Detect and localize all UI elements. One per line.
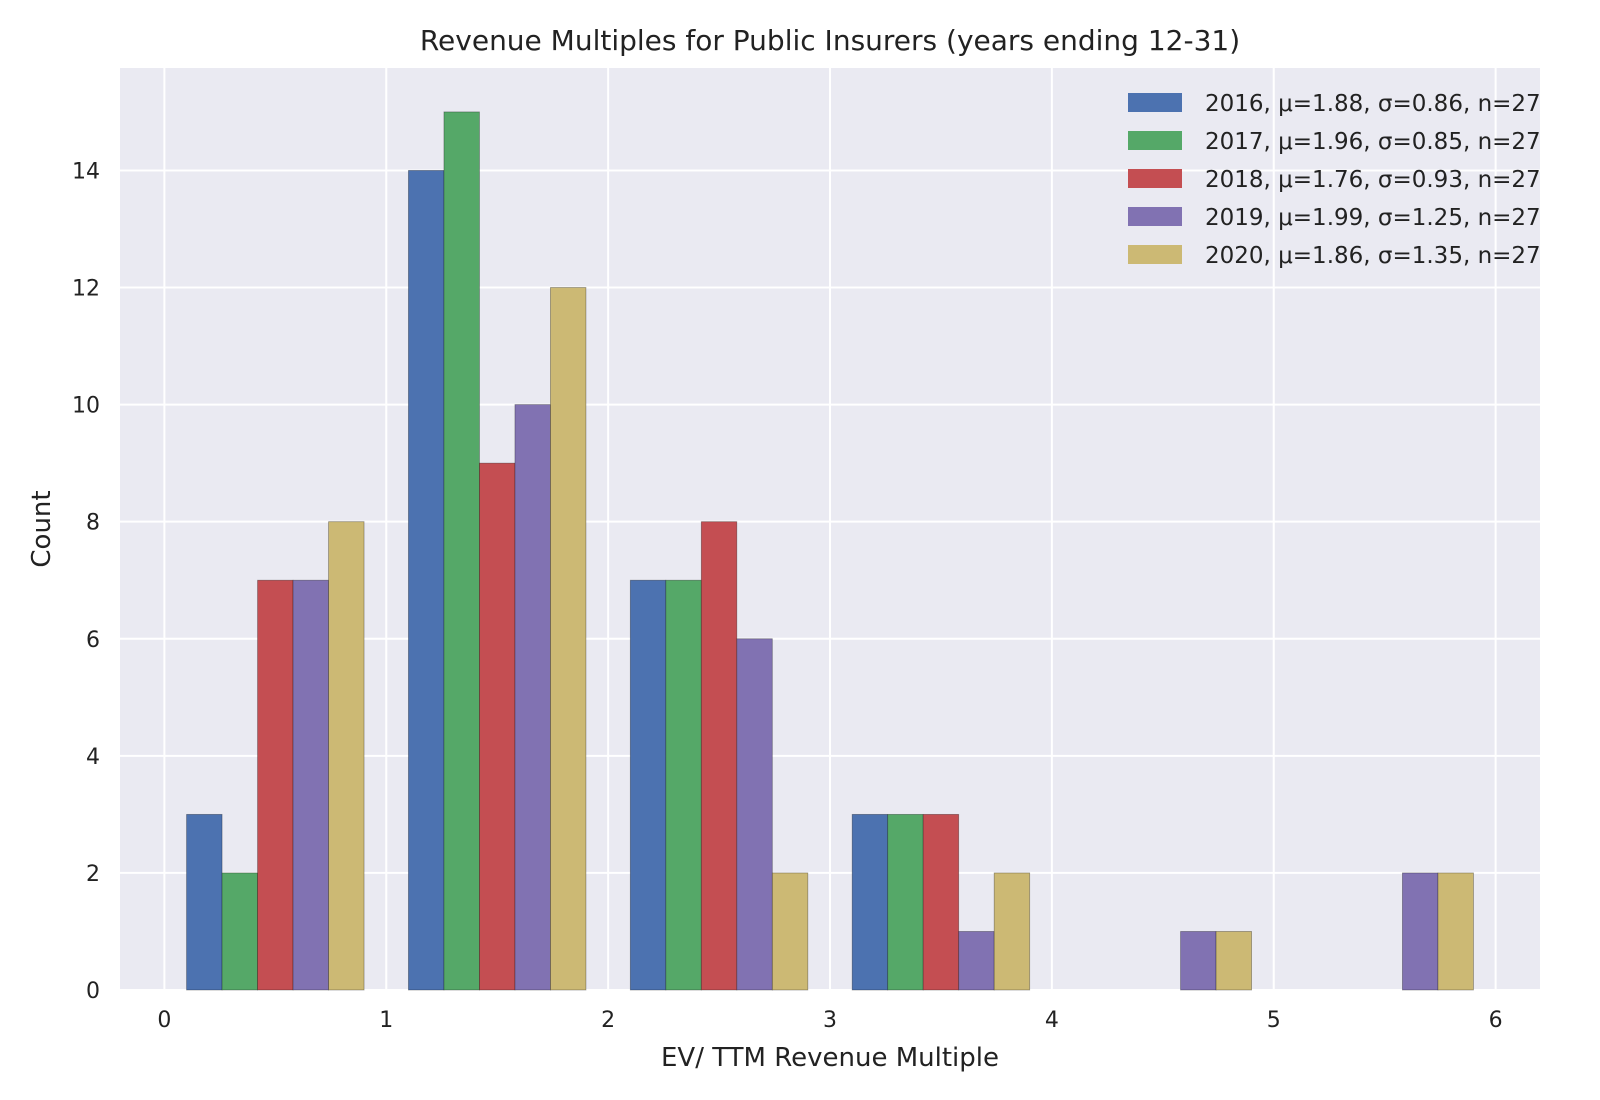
y-axis-ticks: 0 2 4 6 8 10 12 14	[72, 159, 100, 1004]
bar	[257, 579, 294, 991]
y-tick-label: 2	[86, 862, 100, 887]
legend-entry: 2017, μ=1.96, σ=0.85, n=27	[1205, 129, 1541, 155]
x-tick-label: 0	[157, 1008, 171, 1033]
bar	[1402, 872, 1439, 991]
y-axis-label: Count	[27, 490, 57, 567]
bar	[292, 579, 329, 991]
legend: 2016, μ=1.88, σ=0.86, n=27 2017, μ=1.96, …	[1128, 91, 1541, 269]
x-tick-label: 5	[1267, 1008, 1281, 1033]
bar	[665, 579, 702, 991]
x-axis-ticks: 0 1 2 3 4 5 6	[157, 1008, 1502, 1033]
bar	[736, 638, 773, 991]
y-tick-label: 12	[72, 277, 100, 302]
bar	[771, 872, 809, 991]
bar	[993, 872, 1031, 991]
bar	[1215, 931, 1252, 991]
bar	[629, 579, 667, 991]
legend-swatch	[1128, 245, 1182, 264]
y-tick-label: 10	[72, 394, 100, 419]
x-tick-label: 1	[379, 1008, 393, 1033]
x-axis-label: EV/ TTM Revenue Multiple	[661, 1043, 999, 1073]
y-tick-label: 14	[72, 159, 100, 184]
y-tick-label: 4	[86, 745, 100, 770]
legend-swatch	[1128, 207, 1182, 226]
bar	[443, 111, 480, 991]
legend-swatch	[1128, 93, 1182, 112]
x-tick-label: 3	[823, 1008, 837, 1033]
bar	[1437, 872, 1474, 991]
y-tick-label: 8	[86, 511, 100, 536]
bar	[700, 521, 738, 991]
bar	[922, 813, 960, 991]
bar	[221, 872, 258, 991]
x-tick-label: 2	[601, 1008, 615, 1033]
legend-entry: 2018, μ=1.76, σ=0.93, n=27	[1205, 167, 1541, 193]
bar	[186, 813, 223, 991]
y-tick-label: 6	[86, 628, 100, 653]
legend-entry: 2020, μ=1.86, σ=1.35, n=27	[1205, 243, 1541, 269]
bar	[408, 170, 445, 991]
bar	[328, 521, 365, 991]
bar	[514, 404, 551, 991]
legend-swatch	[1128, 131, 1182, 150]
legend-entry: 2019, μ=1.99, σ=1.25, n=27	[1205, 205, 1541, 231]
legend-swatch	[1128, 169, 1182, 188]
chart-title: Revenue Multiples for Public Insurers (y…	[420, 24, 1240, 57]
bar	[887, 813, 924, 991]
x-tick-label: 4	[1045, 1008, 1059, 1033]
x-tick-label: 6	[1489, 1008, 1503, 1033]
y-tick-label: 0	[86, 979, 100, 1004]
legend-entry: 2016, μ=1.88, σ=0.86, n=27	[1205, 91, 1541, 117]
bars	[186, 111, 1474, 991]
bar	[550, 287, 587, 991]
bar	[958, 931, 995, 991]
bar	[851, 813, 889, 991]
bar	[479, 462, 516, 991]
bar	[1180, 931, 1217, 991]
